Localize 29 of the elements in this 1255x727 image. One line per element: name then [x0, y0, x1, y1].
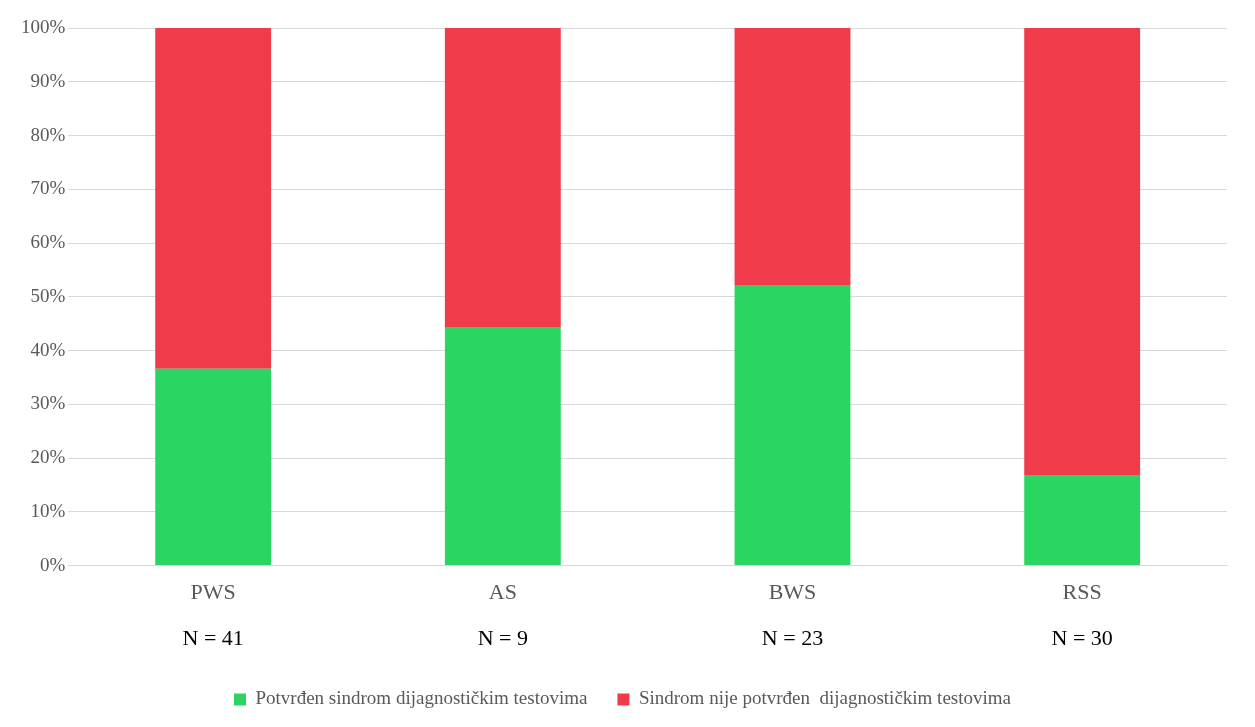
y-tick-label: 10%: [30, 499, 66, 521]
x-tick-label: RSS: [1062, 578, 1102, 604]
y-tick-label: 90%: [30, 69, 66, 91]
y-tick-label: 30%: [30, 392, 66, 414]
text: N = 9: [477, 625, 528, 651]
bar: [155, 368, 272, 566]
y-tick-label: 100%: [21, 15, 66, 37]
bar: [1024, 28, 1141, 476]
bar: [1024, 475, 1141, 566]
x-tick-label: PWS: [190, 578, 236, 604]
y-tick-label: 0%: [40, 553, 66, 575]
bar: [734, 28, 851, 285]
legend-label: Sindrom nije potvrđen dijagnostičkim testovima: [638, 687, 1012, 709]
bar: [155, 28, 272, 369]
text: N = 30: [1051, 625, 1113, 651]
bar: [734, 284, 851, 566]
x-tick-label: BWS: [768, 578, 817, 604]
y-tick-label: 60%: [30, 231, 66, 253]
y-tick-label: 20%: [30, 446, 66, 468]
text: N = 23: [761, 625, 824, 651]
x-tick-label: AS: [488, 578, 517, 604]
text: N = 41: [182, 625, 244, 651]
bar: [444, 28, 561, 327]
y-tick-label: 80%: [30, 123, 66, 145]
y-tick-label: 50%: [30, 284, 66, 306]
bar: [444, 326, 561, 566]
y-tick-label: 40%: [30, 338, 66, 360]
legend-label: Potvrđen sindrom dijagnostičkim testovima: [255, 687, 589, 709]
y-tick-label: 70%: [30, 177, 66, 199]
